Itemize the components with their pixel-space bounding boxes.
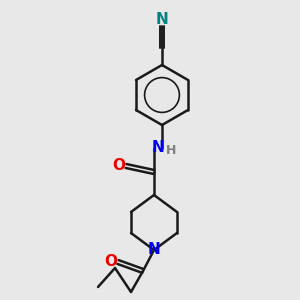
Text: N: N bbox=[156, 11, 168, 26]
Text: N: N bbox=[148, 242, 160, 257]
Text: H: H bbox=[166, 143, 176, 157]
Text: O: O bbox=[112, 158, 125, 173]
Text: O: O bbox=[104, 254, 118, 269]
Text: N: N bbox=[152, 140, 164, 155]
